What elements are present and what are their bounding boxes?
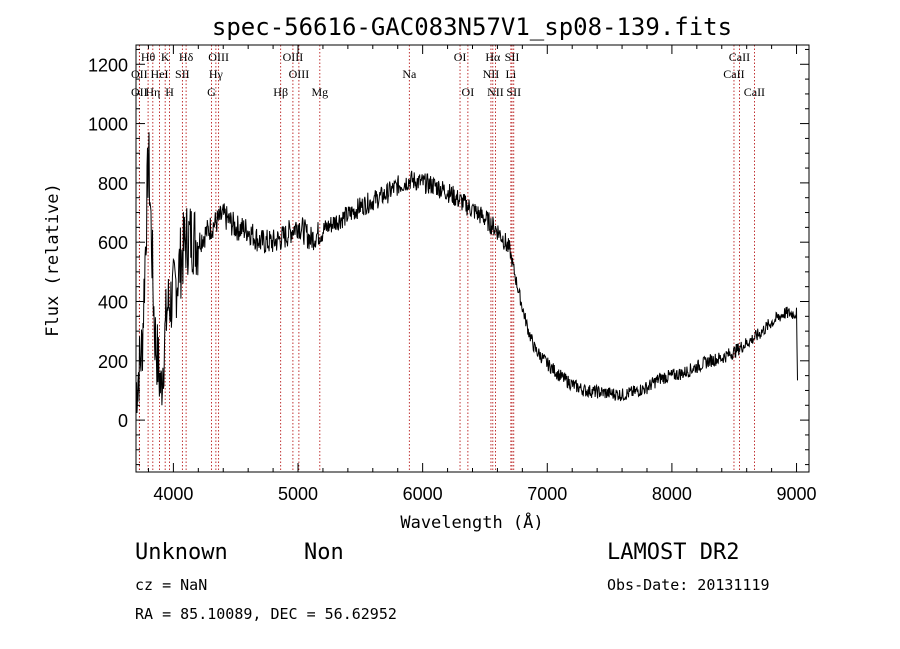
marker-label-20: NII xyxy=(483,67,500,81)
marker-label-15: Mg xyxy=(311,85,328,99)
chart-title: spec-56616-GAC083N57V1_sp08-139.fits xyxy=(212,13,732,41)
marker-label-17: OI xyxy=(454,50,467,64)
marker-label-19: Hα xyxy=(485,50,501,64)
x-tick-label-2: 6000 xyxy=(403,484,443,504)
marker-label-8: Hδ xyxy=(179,50,194,64)
y-axis-ticks: 0 200 400 600 800 1000 1200 xyxy=(88,48,809,466)
marker-label-21: NII xyxy=(487,85,504,99)
y-tick-label-3: 600 xyxy=(98,233,128,253)
marker-label-2: HeI xyxy=(151,67,169,81)
marker-label-13: OIII xyxy=(289,67,310,81)
marker-label-10: Hγ xyxy=(209,67,224,81)
marker-label-9: OIII xyxy=(208,50,229,64)
marker-label-27: CaII xyxy=(744,85,765,99)
marker-label-26: CaII xyxy=(723,67,744,81)
coordinates-text: RA = 85.10089, DEC = 56.62952 xyxy=(135,605,397,623)
plot-frame xyxy=(135,44,810,473)
marker-label-18: OI xyxy=(462,85,475,99)
marker-label-0: Hθ xyxy=(141,50,156,64)
marker-label-23: Li xyxy=(506,67,517,81)
marker-label-3: OII xyxy=(131,85,148,99)
y-tick-label-1: 200 xyxy=(98,352,128,372)
x-tick-label-3: 7000 xyxy=(527,484,567,504)
x-axis-ticks: 4000 5000 6000 7000 8000 9000 xyxy=(147,45,817,504)
x-tick-label-4: 8000 xyxy=(652,484,692,504)
marker-label-4: Hη xyxy=(145,85,160,99)
marker-label-14: Hβ xyxy=(273,85,288,99)
line-markers xyxy=(138,45,755,472)
marker-label-11: G xyxy=(207,85,216,99)
obs-date-text: Obs-Date: 20131119 xyxy=(607,576,770,594)
x-tick-label-0: 4000 xyxy=(153,484,193,504)
y-tick-label-5: 1000 xyxy=(88,115,128,135)
x-tick-label-5: 9000 xyxy=(777,484,817,504)
marker-label-22: SII xyxy=(505,50,520,64)
y-tick-label-6: 1200 xyxy=(88,55,128,75)
class-label: Unknown xyxy=(135,540,228,565)
cz-text: cz = NaN xyxy=(135,576,207,594)
spectrum-line xyxy=(135,132,798,414)
marker-label-6: SII xyxy=(175,67,190,81)
marker-label-24: SII xyxy=(506,85,521,99)
y-tick-label-0: 0 xyxy=(118,411,128,431)
y-axis-label: Flux (relative) xyxy=(43,183,63,337)
x-axis-label: Wavelength (Å) xyxy=(400,511,543,533)
subclass-label: Non xyxy=(304,540,344,565)
marker-label-1: OII xyxy=(131,67,148,81)
y-tick-label-2: 400 xyxy=(98,292,128,312)
marker-label-5: K xyxy=(161,50,170,64)
marker-label-12: OIII xyxy=(283,50,304,64)
marker-label-7: H xyxy=(165,85,174,99)
survey-label: LAMOST DR2 xyxy=(607,540,739,565)
y-tick-label-4: 800 xyxy=(98,174,128,194)
marker-label-16: Na xyxy=(402,67,417,81)
x-tick-label-1: 5000 xyxy=(278,484,318,504)
marker-label-25: CaII xyxy=(729,50,750,64)
